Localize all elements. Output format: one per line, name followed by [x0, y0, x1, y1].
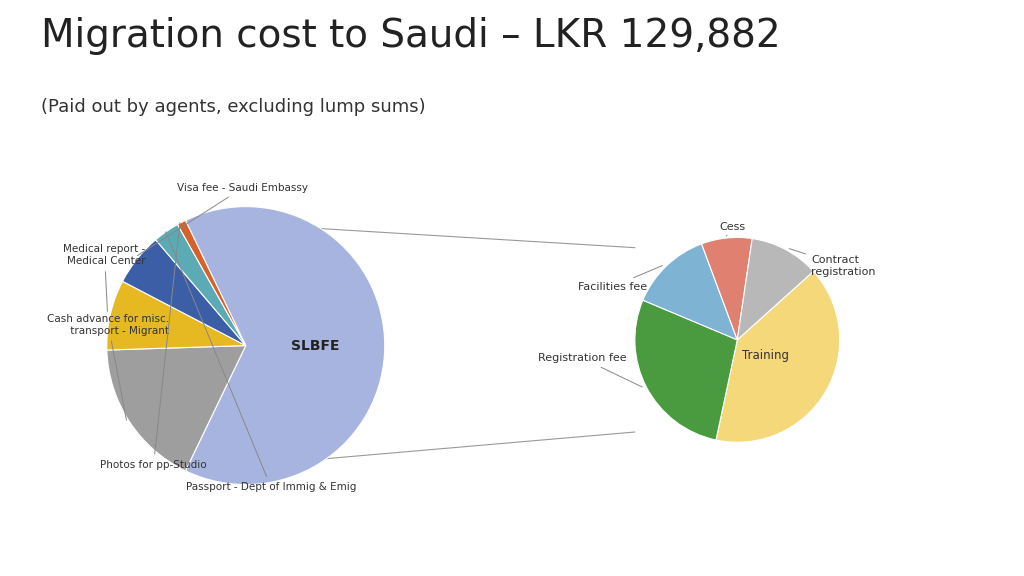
Text: Passport - Dept of Immig & Emig: Passport - Dept of Immig & Emig: [166, 232, 356, 492]
Text: Visa fee - Saudi Embassy: Visa fee - Saudi Embassy: [137, 183, 308, 256]
Text: (Paid out by agents, excluding lump sums): (Paid out by agents, excluding lump sums…: [41, 98, 426, 116]
Text: Cash advance for misc.
 transport - Migrant: Cash advance for misc. transport - Migra…: [47, 314, 169, 420]
Text: Cess: Cess: [719, 222, 745, 236]
Text: Migration cost to Saudi – LKR 129,882: Migration cost to Saudi – LKR 129,882: [41, 17, 780, 55]
Wedge shape: [106, 281, 246, 350]
Wedge shape: [177, 221, 246, 346]
Text: Training: Training: [742, 348, 790, 362]
Wedge shape: [156, 225, 246, 346]
Text: Contract
registration: Contract registration: [790, 249, 876, 277]
Wedge shape: [123, 240, 246, 346]
Text: SLBFE: SLBFE: [291, 339, 340, 353]
Text: Photos for pp-Studio: Photos for pp-Studio: [100, 223, 207, 469]
Wedge shape: [106, 346, 246, 471]
Wedge shape: [701, 237, 753, 340]
Wedge shape: [737, 238, 813, 340]
Wedge shape: [635, 300, 737, 440]
Wedge shape: [185, 207, 385, 484]
Text: Registration fee: Registration fee: [538, 353, 642, 387]
Text: Medical report -
Medical Center: Medical report - Medical Center: [63, 244, 145, 311]
Text: Facilities fee: Facilities fee: [578, 266, 663, 291]
Wedge shape: [643, 244, 737, 340]
Wedge shape: [716, 271, 840, 442]
